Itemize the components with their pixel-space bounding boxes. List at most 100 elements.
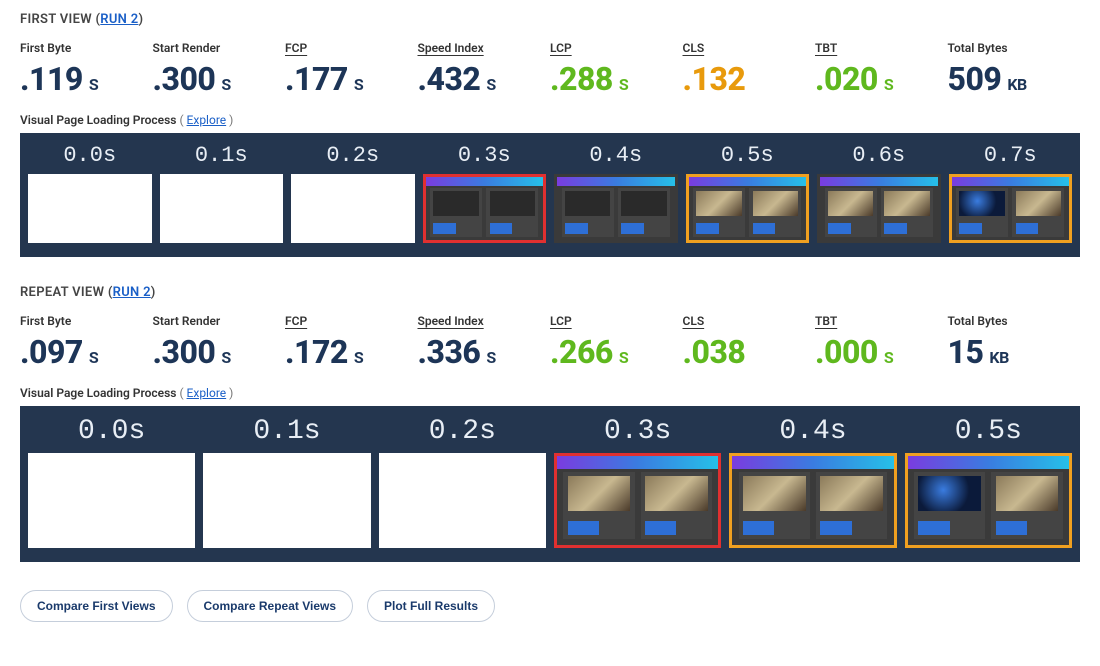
filmstrip-frame[interactable]: 0.2s <box>291 143 415 243</box>
explore-link[interactable]: Explore <box>187 113 227 127</box>
visual-loading-label: Visual Page Loading Process ( Explore ) <box>20 113 1080 127</box>
metric-value: .300S <box>153 336 286 368</box>
metric-total-bytes: Total Bytes 15 KB <box>948 314 1081 368</box>
metric-label: First Byte <box>20 41 153 55</box>
metric-value: .300S <box>153 63 286 95</box>
filmstrip-frame[interactable]: 0.1s <box>203 416 370 547</box>
metric-label[interactable]: FCP <box>285 41 418 55</box>
metric-value: .336S <box>418 336 551 368</box>
metric-label[interactable]: FCP <box>285 314 418 328</box>
filmstrip-frame[interactable]: 0.5s <box>686 143 810 243</box>
metric-label: Total Bytes <box>948 314 1081 328</box>
frame-thumbnail[interactable] <box>28 453 195 547</box>
metric-unit: S <box>619 77 628 93</box>
metric-cls: CLS .038 <box>683 314 816 368</box>
filmstrip-frame[interactable]: 0.4s <box>729 416 896 547</box>
frame-thumbnail[interactable] <box>554 174 678 243</box>
metric-label[interactable]: CLS <box>683 314 816 328</box>
metric-label[interactable]: Speed Index <box>418 41 551 55</box>
first-view-section: FIRST VIEW (RUN 2)First Byte.119SStart R… <box>20 12 1080 257</box>
metric-label[interactable]: TBT <box>815 314 948 328</box>
metric-number: .038 <box>683 336 746 368</box>
metric-number: 15 <box>948 336 984 368</box>
filmstrip-frame[interactable]: 0.7s <box>949 143 1073 243</box>
visual-loading-text: Visual Page Loading Process <box>20 113 176 127</box>
filmstrip-frame[interactable]: 0.2s <box>379 416 546 547</box>
metric-number: .177 <box>285 63 348 95</box>
metrics-row: First Byte.097SStart Render.300SFCP.172S… <box>20 314 1080 368</box>
repeat-view-header: REPEAT VIEW (RUN 2) <box>20 285 1080 300</box>
metric-unit: KB <box>989 350 1008 366</box>
filmstrip-frame[interactable]: 0.4s <box>554 143 678 243</box>
filmstrip-frame[interactable]: 0.3s <box>423 143 547 243</box>
metric-unit: S <box>619 350 628 366</box>
frame-time-label: 0.2s <box>326 143 379 168</box>
metric-label[interactable]: Speed Index <box>418 314 551 328</box>
frame-thumbnail[interactable] <box>379 453 546 547</box>
metric-number: .119 <box>20 63 83 95</box>
filmstrip-frame[interactable]: 0.0s <box>28 143 152 243</box>
frame-thumbnail[interactable] <box>949 174 1073 243</box>
filmstrip-frame[interactable]: 0.5s <box>905 416 1072 547</box>
metric-unit: S <box>486 350 495 366</box>
frame-thumbnail[interactable] <box>203 453 370 547</box>
frame-thumbnail[interactable] <box>686 174 810 243</box>
metric-fcp: FCP.172S <box>285 314 418 368</box>
metric-unit: S <box>221 350 230 366</box>
filmstrip-frame[interactable]: 0.3s <box>554 416 721 547</box>
frame-time-label: 0.0s <box>63 143 116 168</box>
metric-label[interactable]: TBT <box>815 41 948 55</box>
metric-value: .177S <box>285 63 418 95</box>
first-view-header: FIRST VIEW (RUN 2) <box>20 12 1080 27</box>
filmstrip-frame[interactable]: 0.6s <box>817 143 941 243</box>
metric-label[interactable]: CLS <box>683 41 816 55</box>
filmstrip-frame[interactable]: 0.1s <box>160 143 284 243</box>
metric-value: .288 S <box>550 63 683 95</box>
metric-unit: S <box>221 77 230 93</box>
frame-time-label: 0.3s <box>458 143 511 168</box>
frame-time-label: 0.2s <box>429 416 496 447</box>
frame-thumbnail[interactable] <box>905 453 1072 547</box>
metric-tbt: TBT.020S <box>815 41 948 95</box>
frame-thumbnail[interactable] <box>291 174 415 243</box>
metric-unit: S <box>354 350 363 366</box>
metric-value: 15 KB <box>948 336 1081 368</box>
metric-number: 509 <box>948 63 1002 95</box>
frame-thumbnail[interactable] <box>729 453 896 547</box>
frame-time-label: 0.1s <box>195 143 248 168</box>
run-link[interactable]: RUN 2 <box>113 285 151 300</box>
frame-time-label: 0.5s <box>721 143 774 168</box>
metric-start-render: Start Render.300S <box>153 41 286 95</box>
metric-unit: S <box>884 350 893 366</box>
plot-full-results-button[interactable]: Plot Full Results <box>367 590 495 622</box>
metric-fcp: FCP .177S <box>285 41 418 95</box>
metric-number: .288 <box>550 63 613 95</box>
metric-value: 509KB <box>948 63 1081 95</box>
frame-thumbnail[interactable] <box>423 174 547 243</box>
metric-label: First Byte <box>20 314 153 328</box>
metric-label[interactable]: LCP <box>550 314 683 328</box>
metric-start-render: Start Render.300S <box>153 314 286 368</box>
metric-first-byte: First Byte.097S <box>20 314 153 368</box>
metric-lcp: LCP .288 S <box>550 41 683 95</box>
frame-thumbnail[interactable] <box>160 174 284 243</box>
frame-time-label: 0.6s <box>852 143 905 168</box>
explore-link[interactable]: Explore <box>187 386 227 400</box>
frame-time-label: 0.4s <box>589 143 642 168</box>
frame-thumbnail[interactable] <box>554 453 721 547</box>
run-link[interactable]: RUN 2 <box>100 12 138 27</box>
compare-first-views-button[interactable]: Compare First Views <box>20 590 173 622</box>
metric-label: Total Bytes <box>948 41 1081 55</box>
section-title-text: FIRST VIEW <box>20 12 95 27</box>
metric-unit: S <box>486 77 495 93</box>
frame-thumbnail[interactable] <box>28 174 152 243</box>
metric-value: .132 <box>683 63 816 95</box>
metric-unit: S <box>89 77 98 93</box>
filmstrip-frame[interactable]: 0.0s <box>28 416 195 547</box>
metric-label[interactable]: LCP <box>550 41 683 55</box>
frame-thumbnail[interactable] <box>817 174 941 243</box>
compare-repeat-views-button[interactable]: Compare Repeat Views <box>187 590 354 622</box>
metric-speed-index: Speed Index.432S <box>418 41 551 95</box>
metric-value: .000S <box>815 336 948 368</box>
visual-loading-label: Visual Page Loading Process ( Explore ) <box>20 386 1080 400</box>
